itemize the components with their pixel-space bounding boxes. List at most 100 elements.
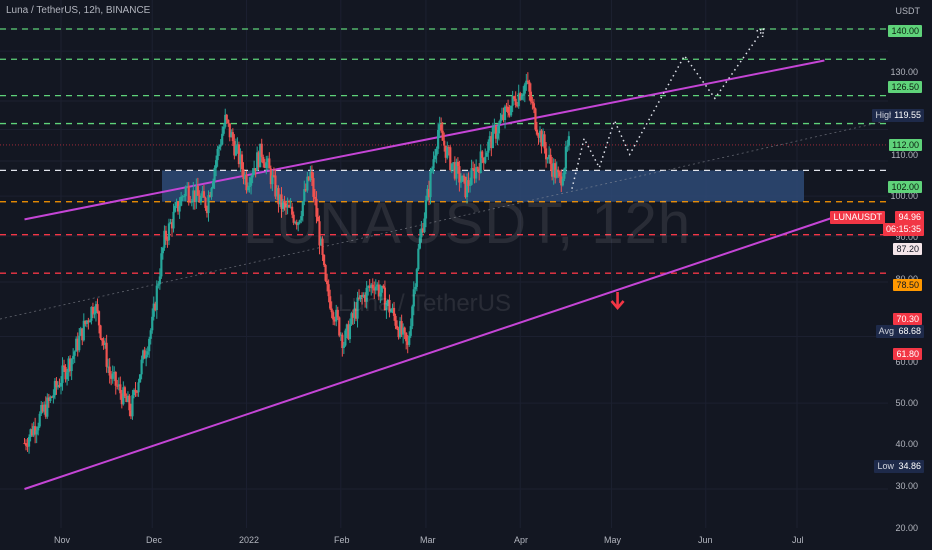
y-tick: 90.00 (895, 232, 918, 242)
candle-body (126, 395, 130, 402)
candle-body (119, 384, 122, 394)
candle-body (333, 319, 336, 322)
candle-body (488, 136, 491, 142)
candle-body (429, 171, 432, 198)
candle-body (324, 265, 327, 281)
candle-body (161, 247, 164, 254)
candle-body (493, 126, 496, 128)
candle-body (365, 287, 368, 302)
candle-body (84, 320, 87, 325)
candle-body (266, 158, 269, 163)
candle-body (110, 375, 113, 379)
candle-body (541, 134, 545, 147)
candle-body (342, 345, 345, 349)
y-tick: 50.00 (895, 398, 918, 408)
candle-body (506, 107, 510, 113)
candle-body (433, 155, 437, 160)
candle-body (318, 221, 321, 246)
candle-body (374, 286, 377, 291)
candle-body (176, 201, 180, 212)
candle-body (91, 306, 95, 315)
candle-body (96, 304, 99, 312)
candle-body (322, 254, 326, 266)
support-zone (162, 170, 804, 202)
candle-body (455, 161, 458, 179)
candle-body (400, 321, 403, 335)
candle-body (173, 205, 177, 212)
candle-body (277, 188, 280, 205)
candle-body (487, 141, 490, 153)
candle-body (465, 180, 469, 198)
candle-body (50, 396, 53, 398)
candle-body (35, 430, 38, 435)
candle-body (53, 380, 57, 396)
candle-body (41, 405, 44, 412)
candle-body (563, 168, 566, 179)
candle-body (347, 324, 350, 340)
candle-body (97, 311, 101, 326)
candle-body (61, 365, 64, 383)
candle-body (275, 188, 279, 197)
candle-body (248, 185, 251, 188)
candle-body (540, 130, 543, 147)
candle-body (193, 190, 196, 203)
candle-body (263, 163, 266, 168)
candle-body (195, 185, 198, 203)
symbol-header[interactable]: Luna / TetherUS, 12h, BINANCE (6, 5, 151, 16)
candle-body (76, 338, 79, 351)
candle-body (502, 114, 505, 121)
candle-body (490, 136, 493, 149)
candle-body (105, 342, 108, 367)
down-arrow-head (610, 300, 625, 310)
candle-body (287, 204, 291, 208)
candle-body (134, 389, 137, 392)
candle-body (327, 284, 330, 297)
avg-label: Avg (875, 325, 897, 338)
candle-body (450, 163, 453, 171)
candle-body (64, 366, 67, 380)
candle-body (350, 313, 353, 325)
candle-body (341, 334, 344, 349)
candle-body (391, 307, 394, 311)
candle-body (447, 147, 450, 149)
candle-body (370, 284, 373, 288)
candle-body (437, 129, 440, 149)
candle-body (125, 396, 128, 402)
candle-body (522, 93, 525, 96)
candle-body (354, 308, 358, 319)
candle-body (403, 327, 406, 333)
candle-body (444, 145, 447, 158)
candle-body (295, 222, 298, 226)
candle-body (259, 143, 262, 168)
candle-body (52, 395, 55, 398)
candle-body (482, 157, 485, 163)
candle-body (120, 393, 123, 405)
last-price-symbol: LUNAUSDT (830, 211, 885, 224)
candle-body (379, 292, 382, 297)
candle-body (85, 320, 88, 325)
candle-body (180, 196, 183, 206)
candle-body (528, 81, 531, 92)
candle-body (88, 320, 91, 323)
candle-body (253, 168, 256, 175)
candle-body (243, 174, 247, 180)
candle-body (230, 132, 233, 138)
candle-body (37, 426, 40, 431)
candle-body (421, 228, 425, 233)
candle-body (151, 316, 154, 331)
candle-body (75, 338, 78, 352)
candle-body (181, 196, 184, 198)
x-tick: Feb (334, 535, 350, 545)
candle-body (564, 146, 567, 169)
candle-body (382, 285, 385, 288)
candle-body (415, 269, 418, 287)
candle-body (199, 196, 203, 203)
candle-body (143, 350, 146, 359)
candle-body (532, 103, 536, 109)
candle-body (34, 426, 37, 435)
candle-body (213, 168, 216, 182)
candle-body (113, 371, 116, 374)
candle-body (166, 239, 169, 241)
low-label: Low (874, 460, 897, 473)
candle-body (306, 176, 309, 191)
